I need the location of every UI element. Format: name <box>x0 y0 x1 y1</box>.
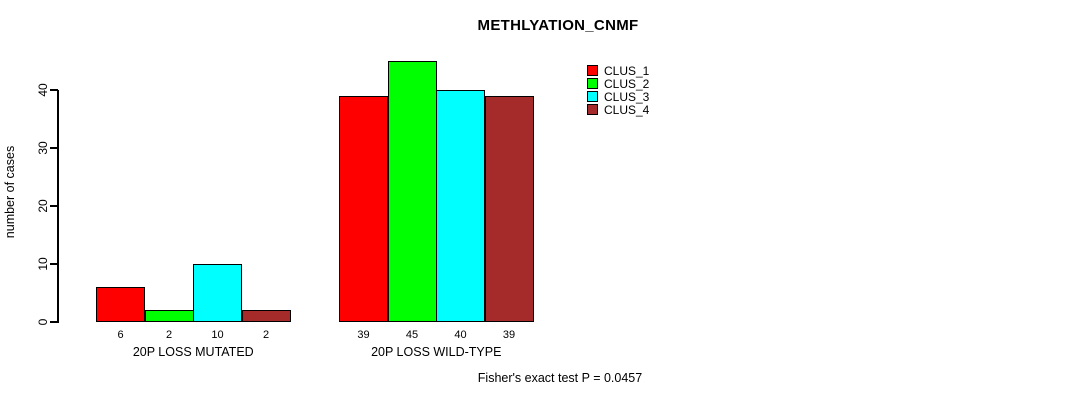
y-tick-mark-30 <box>50 147 58 149</box>
y-tick-label-10: 10 <box>36 257 50 271</box>
bar-value-clus_4-group1: 2 <box>262 329 270 341</box>
y-tick-mark-20 <box>50 205 58 207</box>
bar-value-clus_3-group2: 40 <box>454 329 467 341</box>
legend: CLUS_1 CLUS_2 CLUS_3 CLUS_4 <box>587 63 650 117</box>
bar-value-clus_1-group1: 6 <box>117 329 124 341</box>
chart-title: METHLYATION_CNMF <box>477 17 639 34</box>
y-tick-label-0: 0 <box>36 318 50 326</box>
bar-value-clus_2-group1: 2 <box>165 329 173 341</box>
bar-clus_1-group1 <box>96 287 145 322</box>
legend-row-clus_4: CLUS_4 <box>587 102 650 117</box>
legend-swatch-clus_4 <box>587 104 598 115</box>
bar-clus_1-group2 <box>339 95 388 322</box>
bar-value-clus_1-group2: 39 <box>357 329 370 341</box>
legend-label-clus_1: CLUS_1 <box>604 63 650 78</box>
legend-swatch-clus_1 <box>587 65 598 76</box>
bar-clus_3-group2 <box>436 90 485 322</box>
bar-clus_4-group1 <box>241 310 291 322</box>
y-tick-label-30: 30 <box>36 141 50 155</box>
y-tick-mark-40 <box>50 89 58 91</box>
bar-clus_3-group1 <box>193 264 242 322</box>
group-label-1: 20P LOSS MUTATED <box>132 345 254 359</box>
bar-value-clus_3-group1: 10 <box>211 329 224 341</box>
legend-row-clus_2: CLUS_2 <box>587 76 650 91</box>
bar-clus_2-group1 <box>144 310 194 322</box>
legend-row-clus_3: CLUS_3 <box>587 89 650 104</box>
y-tick-label-40: 40 <box>36 83 50 97</box>
footnote-fishers-test: Fisher's exact test P = 0.0457 <box>477 371 643 385</box>
bar-clus_4-group2 <box>484 95 534 322</box>
y-tick-label-20: 20 <box>36 199 50 213</box>
legend-label-clus_4: CLUS_4 <box>604 102 650 117</box>
bar-clus_2-group2 <box>387 61 437 322</box>
legend-label-clus_3: CLUS_3 <box>604 89 650 104</box>
legend-swatch-clus_2 <box>587 78 598 89</box>
group-label-2: 20P LOSS WILD-TYPE <box>371 345 502 359</box>
legend-label-clus_2: CLUS_2 <box>604 76 650 91</box>
bar-value-clus_4-group2: 39 <box>502 329 516 341</box>
bar-value-clus_2-group2: 45 <box>405 329 419 341</box>
legend-swatch-clus_3 <box>587 91 598 102</box>
y-tick-mark-10 <box>50 263 58 265</box>
legend-row-clus_1: CLUS_1 <box>587 63 650 78</box>
y-tick-mark-0 <box>50 321 58 323</box>
y-axis-title: number of cases <box>3 145 17 239</box>
